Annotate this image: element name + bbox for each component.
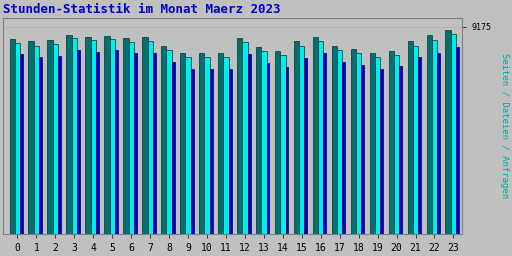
Bar xyxy=(67,35,72,233)
Bar xyxy=(343,62,345,233)
Bar xyxy=(58,56,61,233)
Bar xyxy=(77,50,80,233)
Text: Stunden-Statistik im Monat Maerz 2023: Stunden-Statistik im Monat Maerz 2023 xyxy=(4,4,281,16)
Bar xyxy=(180,53,185,233)
Bar xyxy=(389,51,394,233)
Bar xyxy=(191,69,194,233)
Bar xyxy=(199,53,204,233)
Bar xyxy=(248,54,250,233)
Bar xyxy=(380,69,383,233)
Bar xyxy=(332,46,337,233)
Bar xyxy=(20,54,23,233)
Bar xyxy=(242,42,248,233)
Bar xyxy=(123,38,129,233)
Bar xyxy=(223,57,229,233)
Bar xyxy=(399,66,402,233)
Bar xyxy=(39,57,42,233)
Bar xyxy=(166,50,172,233)
Bar xyxy=(86,37,91,233)
Bar xyxy=(418,57,421,233)
Bar xyxy=(413,46,418,233)
Bar xyxy=(313,37,318,233)
Bar xyxy=(361,65,364,233)
Bar xyxy=(185,57,191,233)
Bar xyxy=(48,40,53,233)
Bar xyxy=(229,69,231,233)
Bar xyxy=(237,38,242,233)
Bar xyxy=(29,41,34,233)
Bar xyxy=(15,44,20,233)
Bar xyxy=(261,51,267,233)
Bar xyxy=(129,42,134,233)
Bar xyxy=(432,40,437,233)
Bar xyxy=(280,55,286,233)
Bar xyxy=(53,45,58,233)
Bar xyxy=(351,49,356,233)
Bar xyxy=(275,51,280,233)
Bar xyxy=(147,41,153,233)
Bar xyxy=(318,41,324,233)
Bar xyxy=(172,62,175,233)
Bar xyxy=(218,53,223,233)
Y-axis label: Seiten / Dateien / Anfragen: Seiten / Dateien / Anfragen xyxy=(500,53,508,198)
Bar xyxy=(305,58,307,233)
Bar xyxy=(204,57,210,233)
Bar xyxy=(370,53,375,233)
Bar xyxy=(110,39,115,233)
Bar xyxy=(451,34,456,233)
Bar xyxy=(426,35,432,233)
Bar xyxy=(210,69,212,233)
Bar xyxy=(91,40,96,233)
Bar xyxy=(394,55,399,233)
Bar xyxy=(256,47,261,233)
Bar xyxy=(286,67,288,233)
Bar xyxy=(437,53,440,233)
Bar xyxy=(104,36,110,233)
Bar xyxy=(408,41,413,233)
Bar xyxy=(445,30,451,233)
Bar xyxy=(456,47,459,233)
Bar xyxy=(10,39,15,233)
Bar xyxy=(324,53,326,233)
Bar xyxy=(267,63,269,233)
Bar xyxy=(161,46,166,233)
Bar xyxy=(299,46,305,233)
Bar xyxy=(96,52,99,233)
Bar xyxy=(34,46,39,233)
Bar xyxy=(153,53,156,233)
Bar xyxy=(115,50,118,233)
Bar xyxy=(72,38,77,233)
Bar xyxy=(142,37,147,233)
Bar xyxy=(356,53,361,233)
Bar xyxy=(294,41,299,233)
Bar xyxy=(337,50,343,233)
Bar xyxy=(375,57,380,233)
Bar xyxy=(134,53,137,233)
